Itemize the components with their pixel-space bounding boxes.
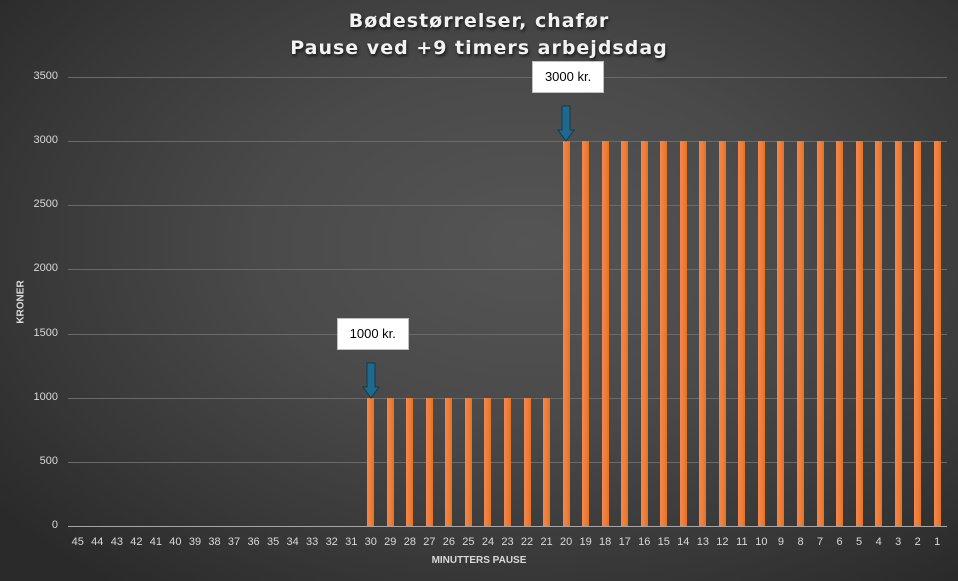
y-tick-label: 1500 [33,327,58,339]
x-tick-label: 1 [934,536,941,548]
x-tick-label: 20 [559,536,573,548]
x-tick-label: 12 [716,536,729,548]
x-tick-label: 40 [169,536,182,548]
bar [621,141,629,526]
x-tick-label: 11 [736,536,748,548]
x-tick-label: 38 [208,536,221,548]
title-line-1: Bødestørrelser, chafør [348,10,610,32]
bar [601,141,609,526]
bar [582,141,590,526]
x-tick-label: 26 [442,536,456,548]
y-tick-label: 2000 [33,262,58,274]
gridline [68,141,947,142]
gridline [68,77,947,78]
x-tick-label: 29 [384,536,397,548]
bar [914,141,922,526]
x-tick-label: 13 [696,536,709,548]
bar [718,141,726,526]
bar [523,397,531,526]
x-tick-label: 25 [462,536,475,548]
x-tick-label: 9 [777,536,785,548]
bar [543,397,551,526]
x-tick-label: 17 [618,536,631,548]
y-tick-label: 500 [39,455,58,467]
bar [855,141,863,526]
bar [777,141,785,526]
x-tick-label: 7 [816,536,824,548]
x-tick-label: 42 [130,536,143,548]
bar [386,397,394,526]
bar [425,397,433,526]
y-tick-label: 2500 [33,198,58,210]
title-line-2: Pause ved +9 timers arbejdsdag [290,37,668,59]
x-tick-label: 16 [638,536,651,548]
y-tick-label: 0 [51,519,58,531]
x-tick-label: 34 [286,536,299,548]
x-tick-label: 19 [579,536,592,548]
bar [699,141,707,526]
x-tick-label: 18 [599,536,612,548]
y-tick-label: 1000 [33,391,58,403]
bar [367,397,375,526]
x-tick-label: 24 [481,536,495,548]
x-tick-label: 28 [403,536,416,548]
bar [406,397,414,526]
x-axis-line [68,526,947,527]
x-tick-label: 3 [895,536,902,548]
bar [797,141,804,526]
x-tick-label: 35 [266,536,280,548]
bar [894,141,902,526]
bar [738,141,746,526]
x-tick-label: 36 [247,536,260,548]
x-tick-label: 44 [91,536,104,548]
bar [875,141,883,526]
bar [504,397,511,526]
bar [562,141,570,526]
x-tick-label: 22 [520,536,534,548]
y-tick-label: 3500 [33,70,58,82]
y-tick-label: 3000 [33,134,58,146]
x-tick-label: 41 [149,536,163,548]
bar [640,141,648,526]
x-tick-label: 37 [227,536,241,548]
x-tick-label: 43 [110,536,123,548]
down-arrow-icon [557,105,576,142]
x-tick-label: 14 [677,536,690,548]
x-tick-label: 32 [325,536,338,548]
gridline [68,269,947,270]
x-tick-label: 33 [306,536,319,548]
x-tick-label: 6 [836,536,843,548]
y-axis-label: KRONER [15,280,27,324]
annotation-callout: 1000 kr. [336,317,409,350]
x-tick-label: 10 [755,536,768,548]
x-axis-label: MINUTTERS PAUSE [431,555,527,566]
gridline [68,205,947,206]
bar [816,141,824,526]
bar [836,141,844,526]
bar [757,141,765,526]
annotation-callout: 3000 kr. [532,61,605,94]
x-tick-label: 21 [540,536,553,548]
bar [484,397,492,526]
x-tick-label: 4 [875,536,882,548]
x-tick-label: 30 [364,536,377,548]
bar [464,397,472,526]
x-tick-label: 5 [856,536,863,548]
bar [445,397,453,526]
bar [933,141,941,526]
down-arrow-icon [361,362,380,399]
x-tick-label: 31 [345,536,358,548]
bar [679,141,687,526]
x-tick-label: 45 [71,536,84,548]
chart-title: Bødestørrelser, chafør Pause ved +9 time… [0,8,958,62]
gridline [68,334,947,335]
bar [660,141,668,526]
x-tick-label: 39 [188,536,202,548]
x-tick-label: 27 [423,536,436,548]
x-tick-label: 15 [657,536,670,548]
x-tick-label: 8 [797,536,804,548]
x-tick-label: 23 [501,536,514,548]
x-tick-label: 2 [914,536,921,548]
